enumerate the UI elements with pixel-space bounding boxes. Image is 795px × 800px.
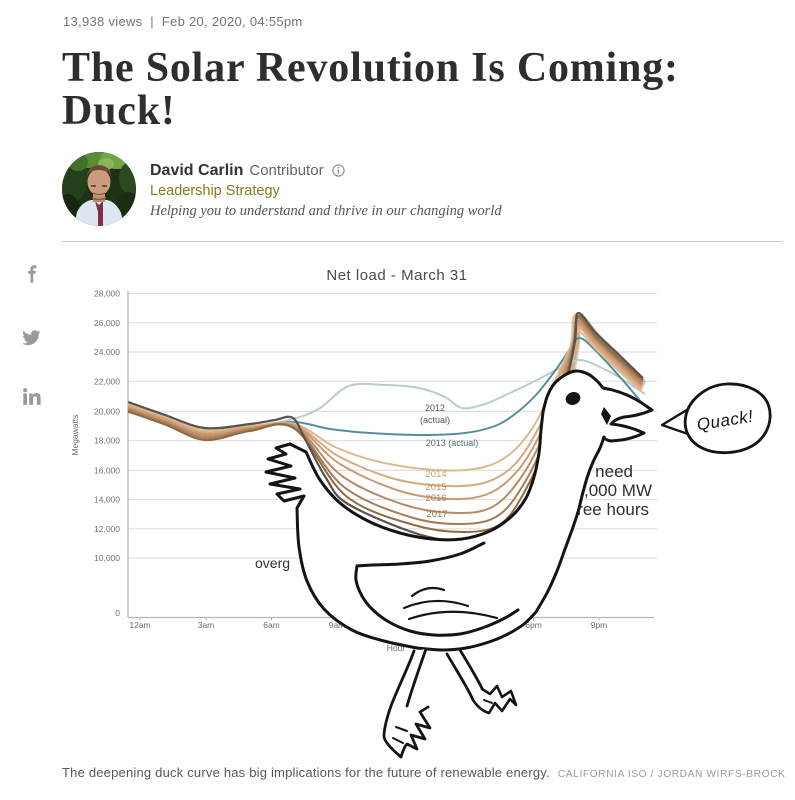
svg-text:6pm: 6pm bbox=[525, 620, 542, 630]
svg-text:need: need bbox=[595, 462, 633, 481]
svg-text:(actual): (actual) bbox=[420, 415, 450, 425]
svg-text:18,000: 18,000 bbox=[94, 436, 120, 446]
svg-text:2014: 2014 bbox=[425, 469, 446, 480]
svg-text:2017: 2017 bbox=[426, 509, 447, 520]
svg-text:2013 (actual): 2013 (actual) bbox=[426, 438, 479, 448]
svg-text:24,000: 24,000 bbox=[94, 347, 120, 357]
svg-text:20,000: 20,000 bbox=[94, 406, 120, 416]
svg-text:3am: 3am bbox=[198, 620, 215, 630]
svg-text:2015: 2015 bbox=[425, 482, 446, 493]
svg-text:overg: overg bbox=[255, 555, 290, 571]
svg-text:9pm: 9pm bbox=[591, 620, 608, 630]
svg-text:,000 MW: ,000 MW bbox=[584, 481, 652, 500]
svg-text:9am: 9am bbox=[329, 620, 346, 630]
svg-text:Megawatts: Megawatts bbox=[70, 414, 80, 455]
svg-text:0: 0 bbox=[115, 608, 120, 618]
svg-text:12,000: 12,000 bbox=[94, 524, 120, 534]
svg-text:ree hours: ree hours bbox=[577, 500, 649, 519]
svg-text:2016: 2016 bbox=[425, 493, 446, 504]
svg-text:12am: 12am bbox=[129, 620, 150, 630]
svg-text:Net load - March 31: Net load - March 31 bbox=[326, 267, 467, 284]
svg-text:2012: 2012 bbox=[425, 403, 445, 413]
svg-text:14,000: 14,000 bbox=[94, 495, 120, 505]
svg-text:Hour: Hour bbox=[387, 643, 406, 653]
svg-text:22,000: 22,000 bbox=[94, 376, 120, 386]
svg-text:16,000: 16,000 bbox=[94, 465, 120, 475]
svg-text:28,000: 28,000 bbox=[94, 289, 120, 299]
svg-text:10,000: 10,000 bbox=[94, 553, 120, 563]
svg-text:6am: 6am bbox=[263, 620, 280, 630]
svg-text:26,000: 26,000 bbox=[94, 318, 120, 328]
